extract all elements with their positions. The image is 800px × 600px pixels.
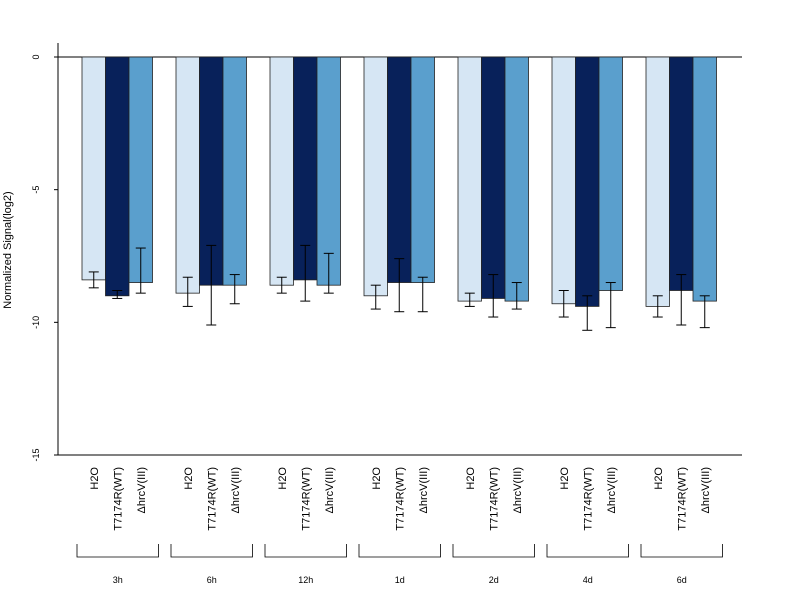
bar (669, 56, 694, 291)
bar (269, 56, 294, 286)
group-label: 4d (583, 575, 593, 585)
bar (504, 56, 529, 302)
bar (457, 56, 482, 302)
bar (575, 56, 600, 307)
bar-label: ΔhrcV(III) (418, 467, 430, 513)
group-bracket (264, 544, 347, 558)
y-tick-label: -15 (31, 448, 41, 461)
bar-label: ΔhrcV(III) (324, 467, 336, 513)
bar-label: ΔhrcV(III) (700, 467, 712, 513)
bar-label: T7174R(WT) (112, 467, 124, 531)
bar-label: ΔhrcV(III) (136, 467, 148, 513)
group-bracket (546, 544, 629, 558)
bar (387, 56, 412, 283)
group-bracket (76, 544, 159, 558)
y-axis-label: Normalized Signal(log2) (2, 191, 14, 308)
bar-label: T7174R(WT) (582, 467, 594, 531)
bar (481, 56, 506, 299)
group-label: 1d (395, 575, 405, 585)
group-label: 12h (298, 575, 313, 585)
bar-label: T7174R(WT) (394, 467, 406, 531)
bar-label: H2O (277, 467, 289, 490)
group-bracket (358, 544, 441, 558)
bar (316, 56, 341, 286)
bar (645, 56, 670, 307)
bar (551, 56, 576, 305)
bar-label: H2O (183, 467, 195, 490)
bar (222, 56, 247, 286)
bar-label: H2O (559, 467, 571, 490)
group-label: 3h (113, 575, 123, 585)
y-tick-label: -5 (31, 186, 41, 194)
bar (175, 56, 200, 294)
y-tick-label: 0 (31, 54, 41, 59)
bar-label: T7174R(WT) (206, 467, 218, 531)
bar (692, 56, 717, 302)
bar (81, 56, 106, 281)
group-bracket (170, 544, 253, 558)
bar-label: T7174R(WT) (488, 467, 500, 531)
bar-label: H2O (653, 467, 665, 490)
group-bracket (640, 544, 723, 558)
bar-label: ΔhrcV(III) (512, 467, 524, 513)
group-label: 6h (207, 575, 217, 585)
bar-label: T7174R(WT) (676, 467, 688, 531)
bar (363, 56, 388, 297)
group-label: 6d (677, 575, 687, 585)
bar (598, 56, 623, 291)
group-label: 2d (489, 575, 499, 585)
bar (410, 56, 435, 283)
bar-label: ΔhrcV(III) (606, 467, 618, 513)
group-bracket (452, 544, 535, 558)
bar-label: T7174R(WT) (300, 467, 312, 531)
bar-label: ΔhrcV(III) (230, 467, 242, 513)
bar-label: H2O (371, 467, 383, 490)
y-tick-label: -10 (31, 316, 41, 329)
bar (105, 56, 130, 297)
bar-label: H2O (465, 467, 477, 490)
bar-label: H2O (89, 467, 101, 490)
